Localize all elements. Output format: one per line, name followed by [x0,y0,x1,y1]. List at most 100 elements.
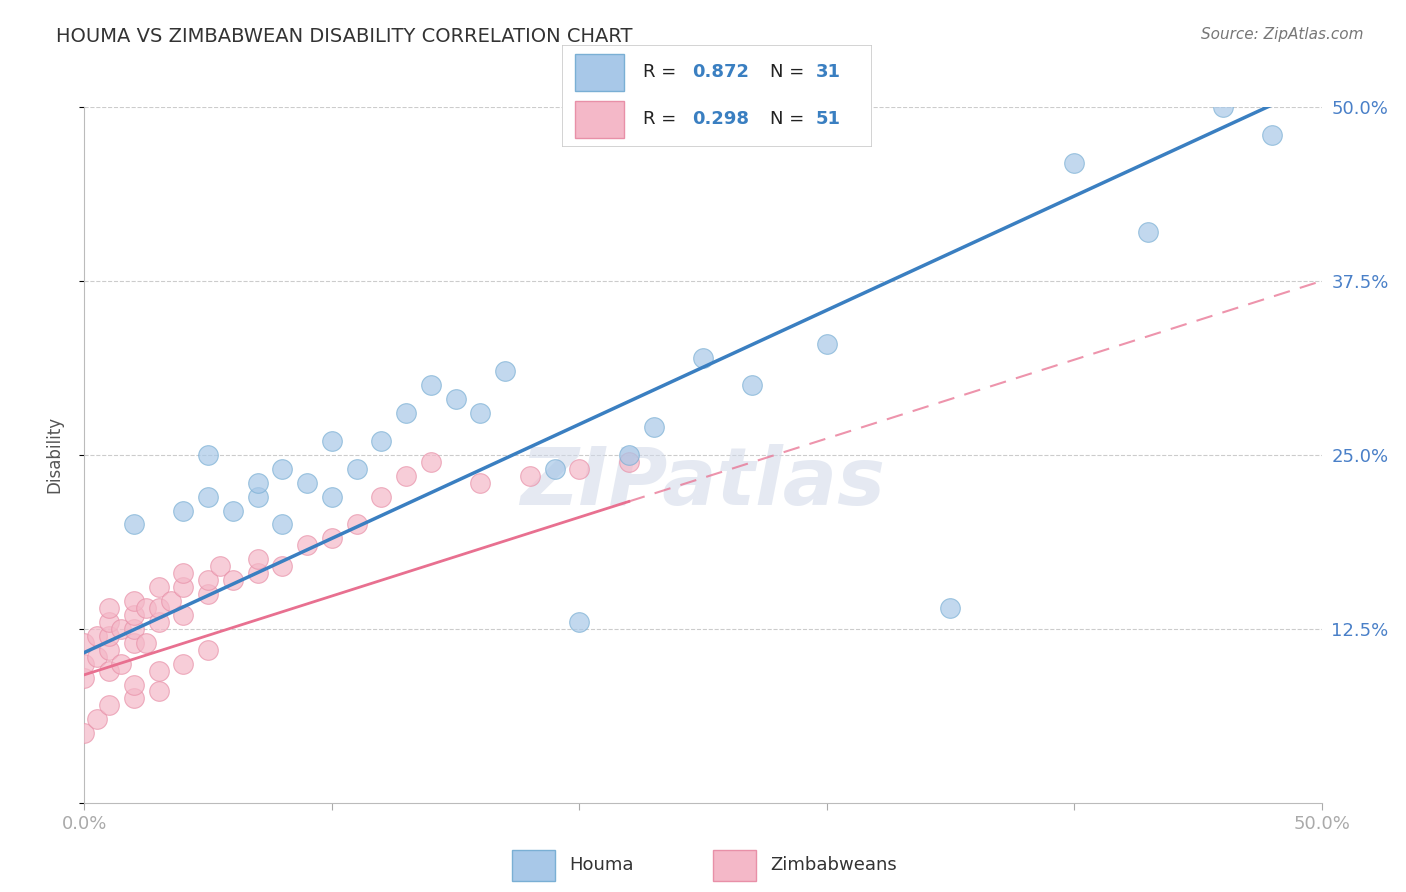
Text: N =: N = [769,63,810,81]
Point [246,552,269,566]
Point [98,601,121,615]
Point [321,434,343,448]
Text: 0.872: 0.872 [692,63,749,81]
Point [197,642,219,657]
Point [295,538,318,552]
Point [246,566,269,581]
Text: HOUMA VS ZIMBABWEAN DISABILITY CORRELATION CHART: HOUMA VS ZIMBABWEAN DISABILITY CORRELATI… [56,27,633,45]
Point [271,559,294,574]
Point [370,434,392,448]
Point [135,636,157,650]
Point [222,573,245,587]
FancyBboxPatch shape [512,849,555,881]
Point [148,664,170,678]
Point [741,378,763,392]
Point [444,392,467,407]
Point [1261,128,1284,142]
Text: 31: 31 [815,63,841,81]
Point [110,622,132,636]
Point [122,594,145,608]
Point [98,642,121,657]
Point [172,566,194,581]
Point [222,503,245,517]
Point [346,517,368,532]
Point [172,580,194,594]
Point [1212,100,1234,114]
Point [98,629,121,643]
Point [519,468,541,483]
Point [122,517,145,532]
Point [246,475,269,490]
Point [73,671,96,685]
Point [494,364,516,378]
Point [148,615,170,629]
Point [419,378,441,392]
Point [86,712,108,726]
Text: R =: R = [643,63,682,81]
Point [98,698,121,713]
Text: Zimbabweans: Zimbabweans [770,856,897,874]
Text: N =: N = [769,111,810,128]
Point [122,622,145,636]
Point [197,490,219,504]
Point [197,587,219,601]
FancyBboxPatch shape [575,101,624,138]
Point [86,629,108,643]
Point [470,475,492,490]
Text: 0.298: 0.298 [692,111,749,128]
Point [815,336,838,351]
Point [148,601,170,615]
Point [617,455,640,469]
Text: 51: 51 [815,111,841,128]
Point [246,490,269,504]
Point [122,677,145,691]
Point [122,607,145,622]
Point [370,490,392,504]
Point [122,636,145,650]
Point [209,559,232,574]
Point [98,664,121,678]
Point [346,462,368,476]
Point [122,691,145,706]
Point [617,448,640,462]
FancyBboxPatch shape [575,54,624,91]
Point [110,657,132,671]
Point [148,580,170,594]
Point [86,649,108,664]
Point [1137,225,1160,239]
Point [1063,155,1085,169]
FancyBboxPatch shape [713,849,755,881]
Text: Houma: Houma [569,856,634,874]
Point [271,462,294,476]
Point [98,615,121,629]
Point [543,462,565,476]
Text: Source: ZipAtlas.com: Source: ZipAtlas.com [1201,27,1364,42]
Point [148,684,170,698]
Point [172,503,194,517]
Point [295,475,318,490]
Point [73,726,96,740]
Point [939,601,962,615]
Point [197,448,219,462]
Point [172,607,194,622]
Point [160,594,183,608]
Text: R =: R = [643,111,682,128]
Point [135,601,157,615]
Point [643,420,665,434]
Point [271,517,294,532]
Point [172,657,194,671]
Point [470,406,492,420]
Point [419,455,441,469]
Point [73,636,96,650]
Point [568,615,591,629]
Point [321,490,343,504]
FancyBboxPatch shape [562,45,872,147]
Point [321,532,343,546]
Point [395,468,418,483]
Point [197,573,219,587]
Point [395,406,418,420]
Point [568,462,591,476]
Text: ZIPatlas: ZIPatlas [520,443,886,522]
Y-axis label: Disability: Disability [45,417,63,493]
Point [73,657,96,671]
